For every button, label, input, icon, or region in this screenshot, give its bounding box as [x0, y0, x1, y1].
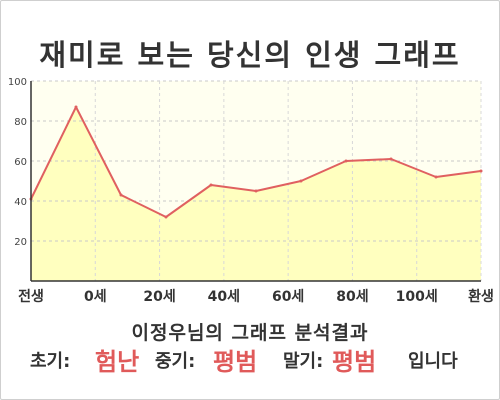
data-point [479, 169, 483, 173]
y-tick-label: 20 [14, 237, 27, 248]
plot-area: 20 40 60 80 100 전생 0세 20세 40세 60세 80세 100세 환생 [8, 77, 494, 305]
y-tick-label: 100 [8, 77, 27, 88]
result-ending-text: 입니다 [408, 351, 458, 372]
data-point [209, 183, 213, 187]
x-tick-label: 전생 [18, 288, 44, 305]
late-life-value: 평범 [332, 348, 377, 376]
x-tick-label: 0세 [84, 289, 107, 305]
data-point [389, 157, 393, 161]
data-point [434, 175, 438, 179]
data-point [344, 159, 348, 163]
analysis-result-title: 이정우님의 그래프 분석결과 [131, 322, 369, 344]
chart-title: 재미로 보는 당신의 인생 그래프 [39, 38, 461, 72]
x-tick-label: 60세 [272, 289, 304, 305]
mid-life-label: 중기: [155, 351, 196, 372]
y-tick-label: 80 [14, 117, 27, 128]
mid-life-value: 평범 [213, 348, 258, 376]
x-tick-label: 100세 [396, 289, 438, 305]
x-tick-label: 80세 [336, 289, 368, 305]
y-tick-label: 60 [14, 157, 27, 168]
x-tick-label: 환생 [468, 288, 494, 305]
x-tick-label: 40세 [208, 289, 240, 305]
data-point [254, 189, 258, 193]
x-tick-label: 20세 [143, 289, 175, 305]
y-tick-label: 40 [14, 197, 27, 208]
data-point [299, 179, 303, 183]
data-point [74, 105, 78, 109]
late-life-label: 말기: [283, 351, 324, 372]
data-point [164, 215, 168, 219]
early-life-value: 험난 [95, 348, 140, 376]
early-life-label: 초기: [30, 351, 71, 372]
life-area-fill [31, 107, 481, 281]
data-point [119, 193, 123, 197]
